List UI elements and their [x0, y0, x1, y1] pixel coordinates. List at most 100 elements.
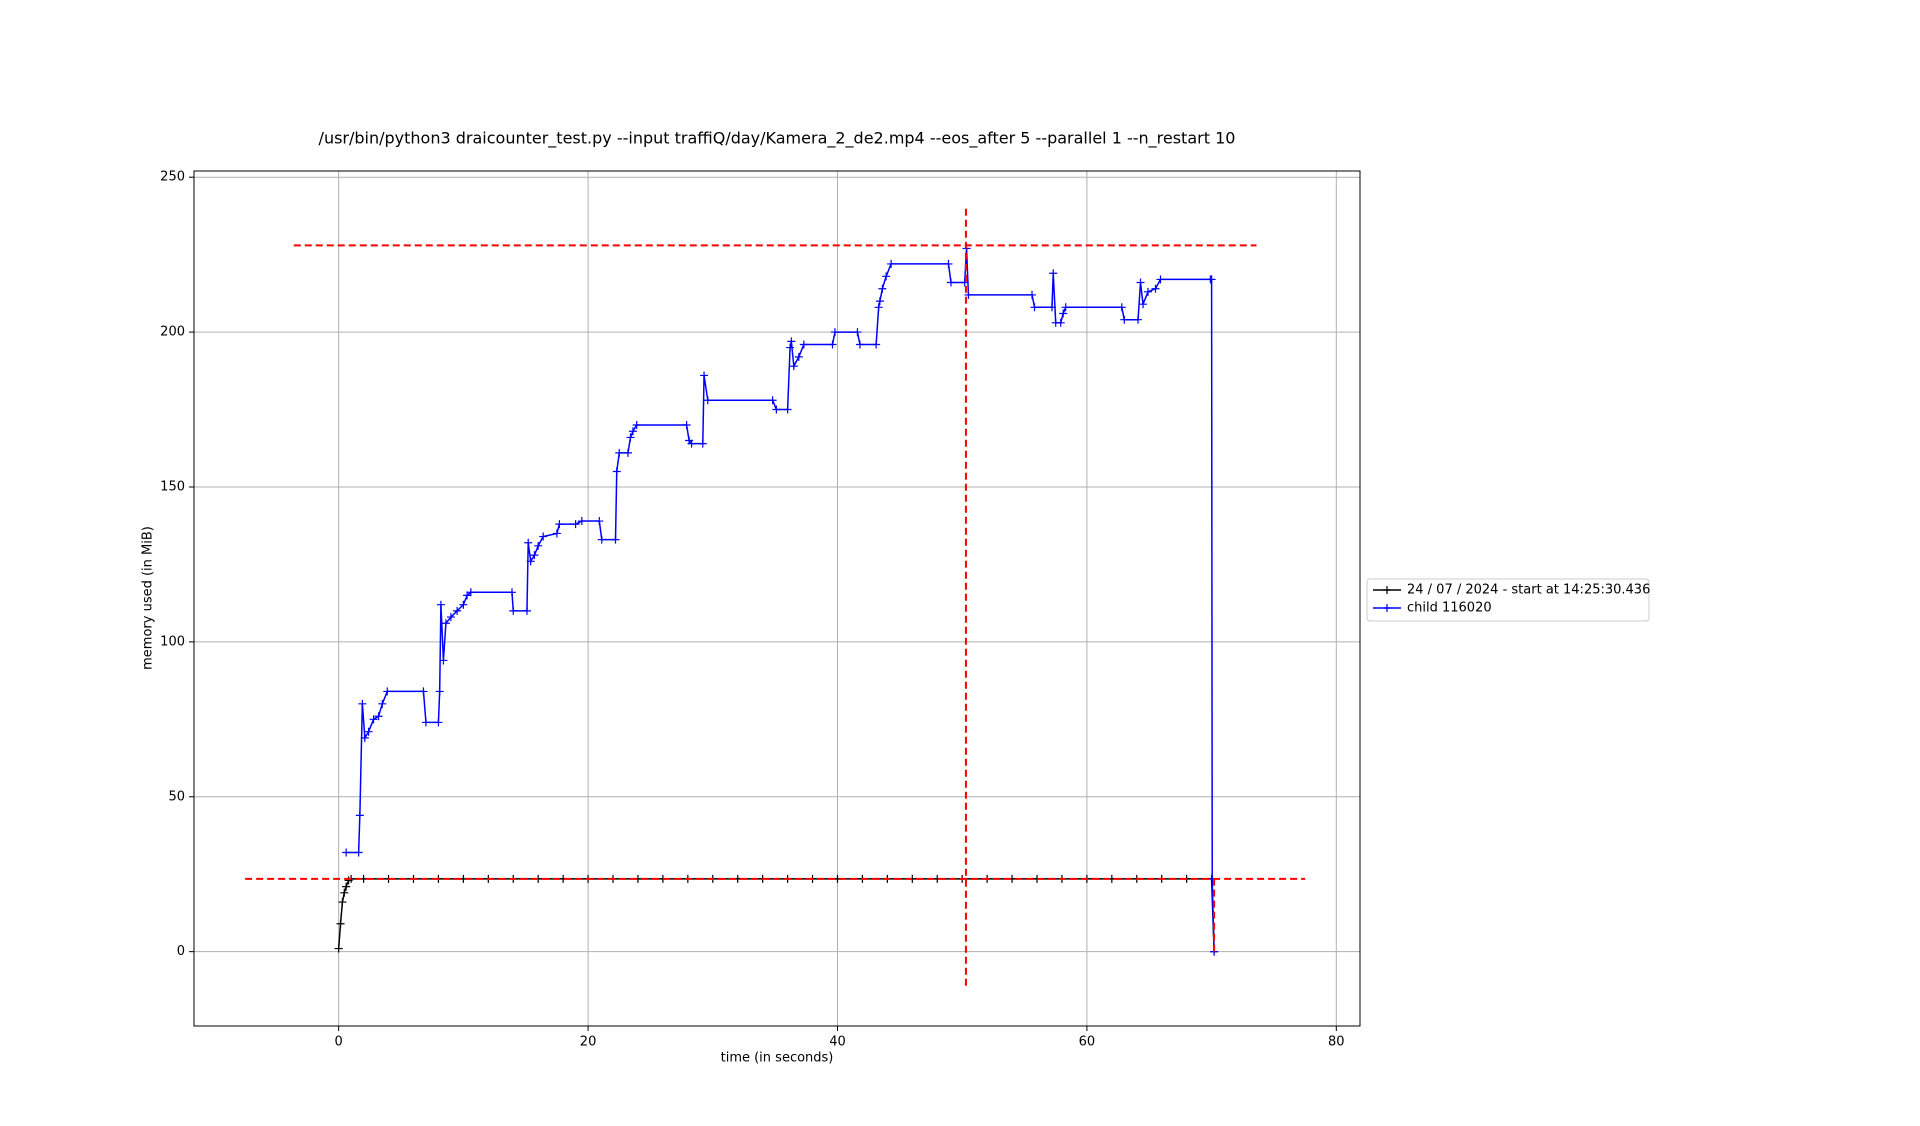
- point-marker: [872, 340, 881, 349]
- point-marker: [571, 520, 580, 529]
- x-tick-label: 80: [1328, 1035, 1345, 1050]
- point-marker: [334, 944, 343, 953]
- point-marker: [508, 588, 516, 597]
- legend-label: 24 / 07 / 2024 - start at 14:25:30.436: [1407, 583, 1650, 598]
- legend-box: [1366, 578, 1650, 622]
- point-marker: [374, 712, 383, 721]
- point-marker: [369, 715, 378, 724]
- y-tick-label: 250: [160, 170, 185, 185]
- point-marker: [354, 848, 363, 857]
- point-marker: [453, 606, 462, 615]
- x-tick-label: 20: [580, 1035, 597, 1050]
- y-tick-label: 200: [160, 325, 185, 340]
- point-marker: [340, 888, 349, 897]
- series-line: [346, 248, 1215, 952]
- point-marker: [378, 699, 387, 708]
- point-marker: [855, 340, 864, 349]
- y-tick-label: 50: [168, 789, 185, 804]
- y-tick-label: 150: [160, 479, 185, 494]
- point-marker: [612, 467, 621, 476]
- point-marker: [1120, 315, 1129, 324]
- point-marker: [772, 405, 781, 414]
- point-marker: [878, 284, 887, 293]
- point-marker: [623, 448, 632, 457]
- point-marker: [1136, 278, 1145, 287]
- y-tick-label: 0: [177, 944, 185, 959]
- point-marker: [960, 278, 969, 287]
- point-marker: [555, 520, 564, 529]
- point-marker: [1049, 269, 1058, 278]
- point-marker: [786, 343, 795, 352]
- point-marker: [530, 551, 539, 560]
- point-marker: [1061, 303, 1070, 312]
- point-marker: [435, 687, 444, 696]
- point-marker: [364, 727, 373, 736]
- legend-marker: [1383, 604, 1391, 612]
- point-marker: [887, 259, 896, 268]
- point-marker: [946, 278, 955, 287]
- point-marker: [595, 517, 604, 526]
- point-marker: [1056, 318, 1065, 327]
- point-marker: [1030, 303, 1039, 312]
- point-marker: [1139, 300, 1148, 309]
- point-marker: [509, 606, 518, 615]
- point-marker: [875, 297, 884, 306]
- point-marker: [874, 303, 883, 312]
- point-marker: [534, 541, 543, 550]
- point-marker: [446, 613, 455, 622]
- point-marker: [383, 687, 392, 696]
- y-axis-label: memory used (in MiB): [141, 526, 156, 670]
- point-marker: [799, 340, 808, 349]
- point-marker: [421, 718, 430, 727]
- point-marker: [1134, 315, 1143, 324]
- point-marker: [700, 371, 709, 380]
- point-marker: [944, 259, 953, 268]
- x-tick-label: 60: [1079, 1035, 1096, 1050]
- point-marker: [526, 557, 535, 566]
- point-marker: [552, 529, 561, 538]
- point-marker: [342, 848, 351, 857]
- point-marker: [783, 405, 792, 414]
- point-marker: [882, 272, 891, 281]
- point-marker: [439, 656, 448, 665]
- x-tick-label: 0: [335, 1035, 343, 1050]
- point-marker: [828, 340, 837, 349]
- point-marker: [1156, 275, 1165, 284]
- point-marker: [964, 290, 973, 299]
- point-marker: [632, 421, 641, 430]
- plot-frame: [193, 170, 1361, 1027]
- x-tick-label: 40: [829, 1035, 846, 1050]
- point-marker: [1047, 303, 1056, 312]
- point-marker: [1028, 290, 1037, 299]
- point-marker: [539, 532, 548, 541]
- point-marker: [436, 600, 445, 609]
- point-marker: [358, 699, 367, 708]
- point-marker: [830, 328, 839, 337]
- point-marker: [703, 396, 712, 405]
- point-marker: [524, 538, 533, 547]
- point-marker: [1117, 303, 1126, 312]
- point-marker: [789, 362, 798, 371]
- legend-marker: [1383, 586, 1391, 594]
- legend-label: child 116020: [1407, 601, 1492, 616]
- point-marker: [626, 433, 635, 442]
- point-marker: [360, 733, 369, 742]
- y-tick-label: 100: [160, 634, 185, 649]
- point-marker: [342, 882, 351, 891]
- point-marker: [597, 535, 606, 544]
- point-marker: [682, 421, 691, 430]
- point-marker: [1144, 287, 1152, 296]
- point-marker: [336, 919, 345, 928]
- point-marker: [434, 718, 443, 727]
- point-marker: [459, 600, 468, 609]
- x-axis-label: time (in seconds): [721, 1051, 834, 1066]
- point-marker: [853, 328, 862, 337]
- point-marker: [522, 606, 531, 615]
- point-marker: [466, 588, 475, 597]
- point-marker: [355, 811, 364, 820]
- chart-title: /usr/bin/python3 draicounter_test.py --i…: [319, 129, 1236, 149]
- point-marker: [698, 439, 707, 448]
- point-marker: [611, 535, 620, 544]
